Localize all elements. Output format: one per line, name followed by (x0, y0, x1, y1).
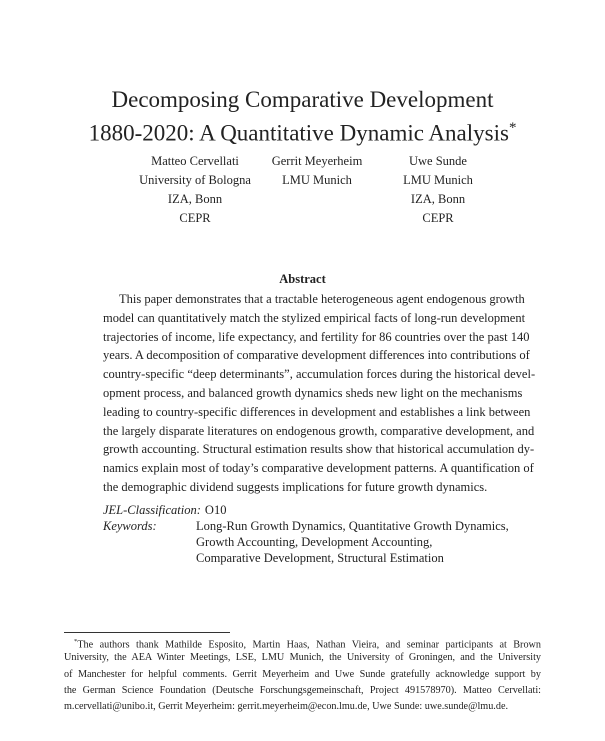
jel-label: JEL-Classification: (103, 503, 201, 517)
title-text: 1880-2020: A Quantitative Dynamic Analys… (88, 120, 509, 146)
abstract-line: opment process, and balanced growth dyna… (103, 385, 523, 400)
abstract-line: leading to country-specific differences … (103, 404, 531, 419)
footnote-mark: * (74, 638, 78, 645)
abstract-line: model can quantitatively match the styli… (103, 310, 526, 325)
abstract-line: This paper demonstrates that a tractable… (119, 292, 525, 306)
abstract-line: growth accounting. Structural estimation… (103, 442, 535, 457)
author-affiliation: CEPR (179, 211, 211, 225)
author-affiliation: LMU Munich (282, 173, 352, 187)
author-affiliation: IZA, Bonn (410, 192, 466, 206)
abstract-line: country-specific “deep determinants”, ac… (103, 367, 536, 382)
title-footnote-mark: * (508, 120, 517, 136)
keywords-line: Comparative Development, Structural Esti… (196, 551, 444, 565)
author-name: Uwe Sunde (409, 154, 467, 168)
footnote-line: the German Science Foundation (Deutsche … (64, 684, 541, 696)
author-affiliation: University of Bologna (139, 173, 251, 187)
abstract-body: This paper demonstrates that a tractable… (103, 290, 536, 497)
classification-block: JEL-Classification: O10 Keywords: Long-Ru… (103, 502, 509, 566)
jel-row: JEL-Classification: O10 (103, 502, 509, 518)
keywords-line: Long-Run Growth Dynamics, Quantitative G… (196, 519, 509, 533)
footnote: *The authors thank Mathilde Esposito, Ma… (64, 634, 541, 715)
author-name: Matteo Cervellati (151, 154, 239, 168)
abstract-line: namics explain most of today’s comparati… (103, 461, 534, 476)
author-affiliation: LMU Munich (403, 173, 473, 187)
footnote-line: University, the AEA Winter Meetings, LSE… (64, 652, 541, 664)
author-name: Gerrit Meyerheim (271, 154, 363, 168)
abstract-line: trajectories of income, life expectancy,… (103, 329, 530, 344)
keywords-line: Growth Accounting, Development Accountin… (196, 535, 433, 549)
keywords-row: Keywords: Long-Run Growth Dynamics, Quan… (103, 518, 509, 566)
abstract-line: years. A decomposition of comparative de… (103, 348, 530, 363)
abstract-heading: Abstract (279, 272, 326, 286)
footnote-text: The authors thank Mathilde Esposito, Mar… (77, 639, 541, 651)
footnote-line: m.cervellati@unibo.it, Gerrit Meyerheim:… (64, 701, 509, 713)
abstract-line: the demographic dividend suggests implic… (103, 479, 488, 494)
footnote-line: *The authors thank Mathilde Esposito, Ma… (64, 634, 541, 650)
author-2: Gerrit Meyerheim LMU Munich (237, 152, 397, 190)
author-1: Matteo Cervellati University of Bologna … (115, 152, 275, 228)
abstract-line: the largely disparate literatures on end… (103, 423, 535, 438)
title-line-1: Decomposing Comparative Development (111, 87, 494, 112)
footnote-line: of Manchester for helpful comments. Gerr… (64, 668, 541, 680)
author-affiliation: IZA, Bonn (167, 192, 223, 206)
author-affiliation: CEPR (422, 211, 454, 225)
keywords-label: Keywords: (103, 519, 157, 533)
jel-value: O10 (204, 503, 227, 517)
footnote-rule (64, 632, 230, 633)
author-3: Uwe Sunde LMU Munich IZA, Bonn CEPR (358, 152, 518, 228)
title-line-2: 1880-2020: A Quantitative Dynamic Analys… (0, 114, 605, 148)
